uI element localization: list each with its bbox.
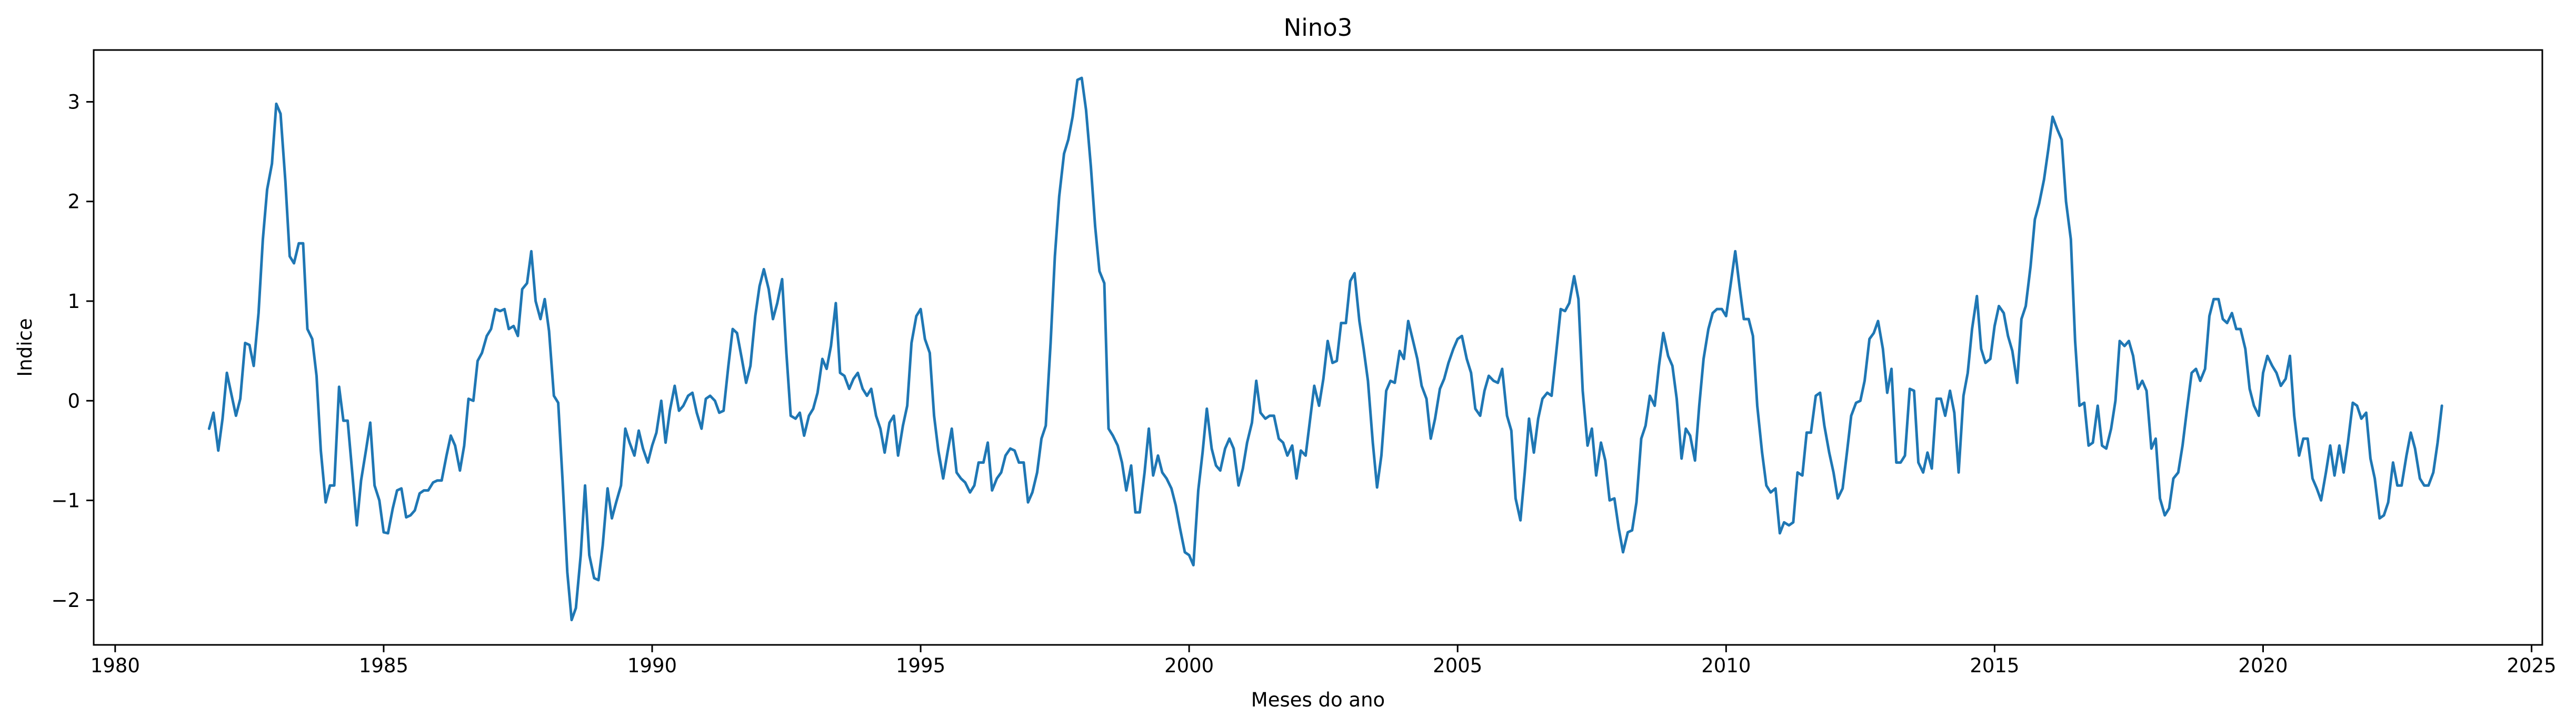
y-tick-label: −2: [51, 589, 80, 612]
x-tick-label: 2000: [1164, 654, 1214, 677]
y-tick-label: 1: [67, 290, 80, 313]
y-axis-title: Indice: [14, 318, 36, 376]
x-tick-label: 2010: [1701, 654, 1751, 677]
x-tick-label: 2025: [2507, 654, 2557, 677]
y-tick-label: 3: [67, 91, 80, 113]
series-layer: [207, 76, 2443, 622]
chart-title: Nino3: [1284, 14, 1353, 42]
x-tick-label: 2005: [1433, 654, 1482, 677]
y-tick-label: 2: [67, 191, 80, 213]
x-tick-label: 1995: [896, 654, 945, 677]
x-axis: 1980 1985 1990 1995 2000 2005 2010 2015 2020 2025: [91, 645, 2557, 677]
x-tick-label: 2015: [1970, 654, 2019, 677]
x-tick-label: 2020: [2238, 654, 2288, 677]
x-tick-label: 1980: [91, 654, 140, 677]
series-line-nino3: [207, 76, 2443, 622]
y-tick-label: 0: [67, 390, 80, 412]
x-tick-label: 1990: [627, 654, 677, 677]
y-axis: −2 −1 0 1 2 3: [51, 91, 94, 612]
plot-area: [94, 50, 2542, 645]
y-tick-label: −1: [51, 490, 80, 512]
x-axis-title: Meses do ano: [1251, 689, 1385, 711]
axes-frame: [93, 49, 2543, 646]
x-tick-label: 1985: [359, 654, 408, 677]
